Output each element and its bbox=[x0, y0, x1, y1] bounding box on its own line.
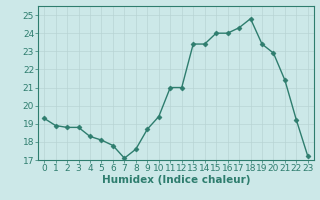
X-axis label: Humidex (Indice chaleur): Humidex (Indice chaleur) bbox=[102, 175, 250, 185]
